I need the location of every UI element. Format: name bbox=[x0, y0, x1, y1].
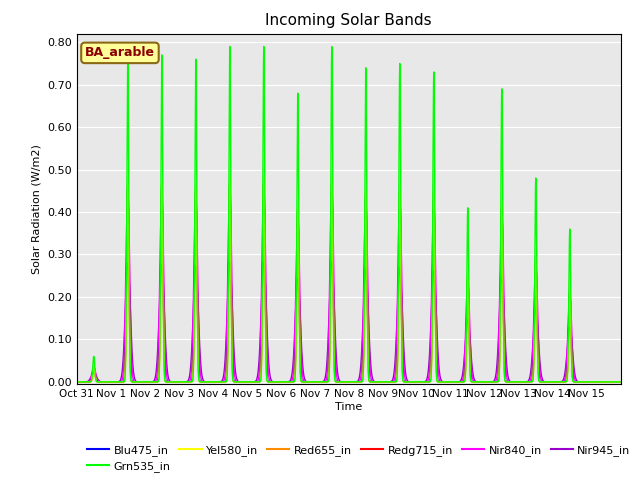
Red655_in bbox=[419, 379, 426, 385]
Redg715_in bbox=[73, 379, 81, 385]
X-axis label: Time: Time bbox=[335, 402, 362, 412]
Redg715_in bbox=[270, 379, 278, 385]
Yel580_in bbox=[617, 379, 625, 385]
Nir840_in bbox=[73, 379, 81, 385]
Nir945_in bbox=[100, 379, 108, 385]
Nir945_in bbox=[506, 377, 513, 383]
Redg715_in bbox=[611, 379, 618, 385]
Blu475_in bbox=[476, 379, 484, 385]
Grn535_in bbox=[603, 379, 611, 385]
Red655_in bbox=[506, 379, 513, 385]
Grn535_in bbox=[506, 379, 513, 385]
Nir840_in bbox=[226, 184, 234, 190]
Redg715_in bbox=[617, 379, 625, 385]
Redg715_in bbox=[506, 379, 513, 385]
Y-axis label: Solar Radiation (W/m2): Solar Radiation (W/m2) bbox=[31, 144, 42, 274]
Title: Incoming Solar Bands: Incoming Solar Bands bbox=[266, 13, 432, 28]
Nir945_in bbox=[419, 379, 426, 385]
Yel580_in bbox=[419, 379, 426, 385]
Line: Yel580_in: Yel580_in bbox=[77, 176, 621, 382]
Legend: Blu475_in, Grn535_in, Yel580_in, Red655_in, Redg715_in, Nir840_in, Nir945_in: Blu475_in, Grn535_in, Yel580_in, Red655_… bbox=[83, 440, 635, 477]
Nir945_in bbox=[226, 258, 234, 264]
Redg715_in bbox=[395, 252, 403, 258]
Yel580_in bbox=[226, 173, 234, 179]
Redg715_in bbox=[419, 379, 426, 385]
Yel580_in bbox=[100, 379, 108, 385]
Blu475_in bbox=[613, 379, 621, 385]
Line: Grn535_in: Grn535_in bbox=[77, 47, 621, 382]
Grn535_in bbox=[476, 379, 484, 385]
Blu475_in bbox=[270, 379, 278, 385]
Grn535_in bbox=[226, 44, 234, 49]
Nir840_in bbox=[617, 379, 625, 385]
Blu475_in bbox=[100, 379, 108, 385]
Red655_in bbox=[270, 379, 278, 385]
Yel580_in bbox=[605, 379, 613, 385]
Yel580_in bbox=[476, 379, 484, 385]
Blu475_in bbox=[395, 248, 403, 253]
Text: BA_arable: BA_arable bbox=[85, 47, 155, 60]
Line: Redg715_in: Redg715_in bbox=[77, 180, 621, 382]
Nir840_in bbox=[270, 379, 278, 385]
Red655_in bbox=[476, 379, 484, 385]
Grn535_in bbox=[73, 379, 81, 385]
Yel580_in bbox=[395, 264, 403, 269]
Nir945_in bbox=[270, 379, 278, 384]
Nir840_in bbox=[100, 379, 108, 385]
Nir945_in bbox=[476, 379, 484, 385]
Redg715_in bbox=[476, 379, 484, 385]
Red655_in bbox=[395, 257, 403, 263]
Nir840_in bbox=[506, 379, 513, 384]
Grn535_in bbox=[100, 379, 108, 385]
Blu475_in bbox=[73, 379, 81, 385]
Grn535_in bbox=[617, 379, 625, 385]
Blu475_in bbox=[617, 379, 625, 385]
Yel580_in bbox=[270, 379, 278, 385]
Red655_in bbox=[73, 379, 81, 385]
Grn535_in bbox=[270, 379, 278, 385]
Line: Nir945_in: Nir945_in bbox=[77, 261, 621, 382]
Nir840_in bbox=[476, 379, 484, 385]
Redg715_in bbox=[100, 379, 108, 385]
Redg715_in bbox=[226, 178, 234, 183]
Grn535_in bbox=[395, 205, 403, 211]
Nir945_in bbox=[73, 379, 81, 385]
Grn535_in bbox=[419, 379, 426, 385]
Nir945_in bbox=[395, 274, 403, 279]
Red655_in bbox=[617, 379, 625, 385]
Nir840_in bbox=[395, 221, 403, 227]
Line: Red655_in: Red655_in bbox=[77, 177, 621, 382]
Line: Nir840_in: Nir840_in bbox=[77, 187, 621, 382]
Blu475_in bbox=[506, 379, 513, 385]
Yel580_in bbox=[73, 379, 81, 385]
Yel580_in bbox=[506, 379, 513, 385]
Nir945_in bbox=[617, 379, 625, 385]
Blu475_in bbox=[226, 180, 234, 185]
Blu475_in bbox=[419, 379, 426, 385]
Red655_in bbox=[608, 379, 616, 385]
Red655_in bbox=[100, 379, 108, 385]
Line: Blu475_in: Blu475_in bbox=[77, 182, 621, 382]
Red655_in bbox=[226, 174, 234, 180]
Nir840_in bbox=[419, 379, 426, 385]
